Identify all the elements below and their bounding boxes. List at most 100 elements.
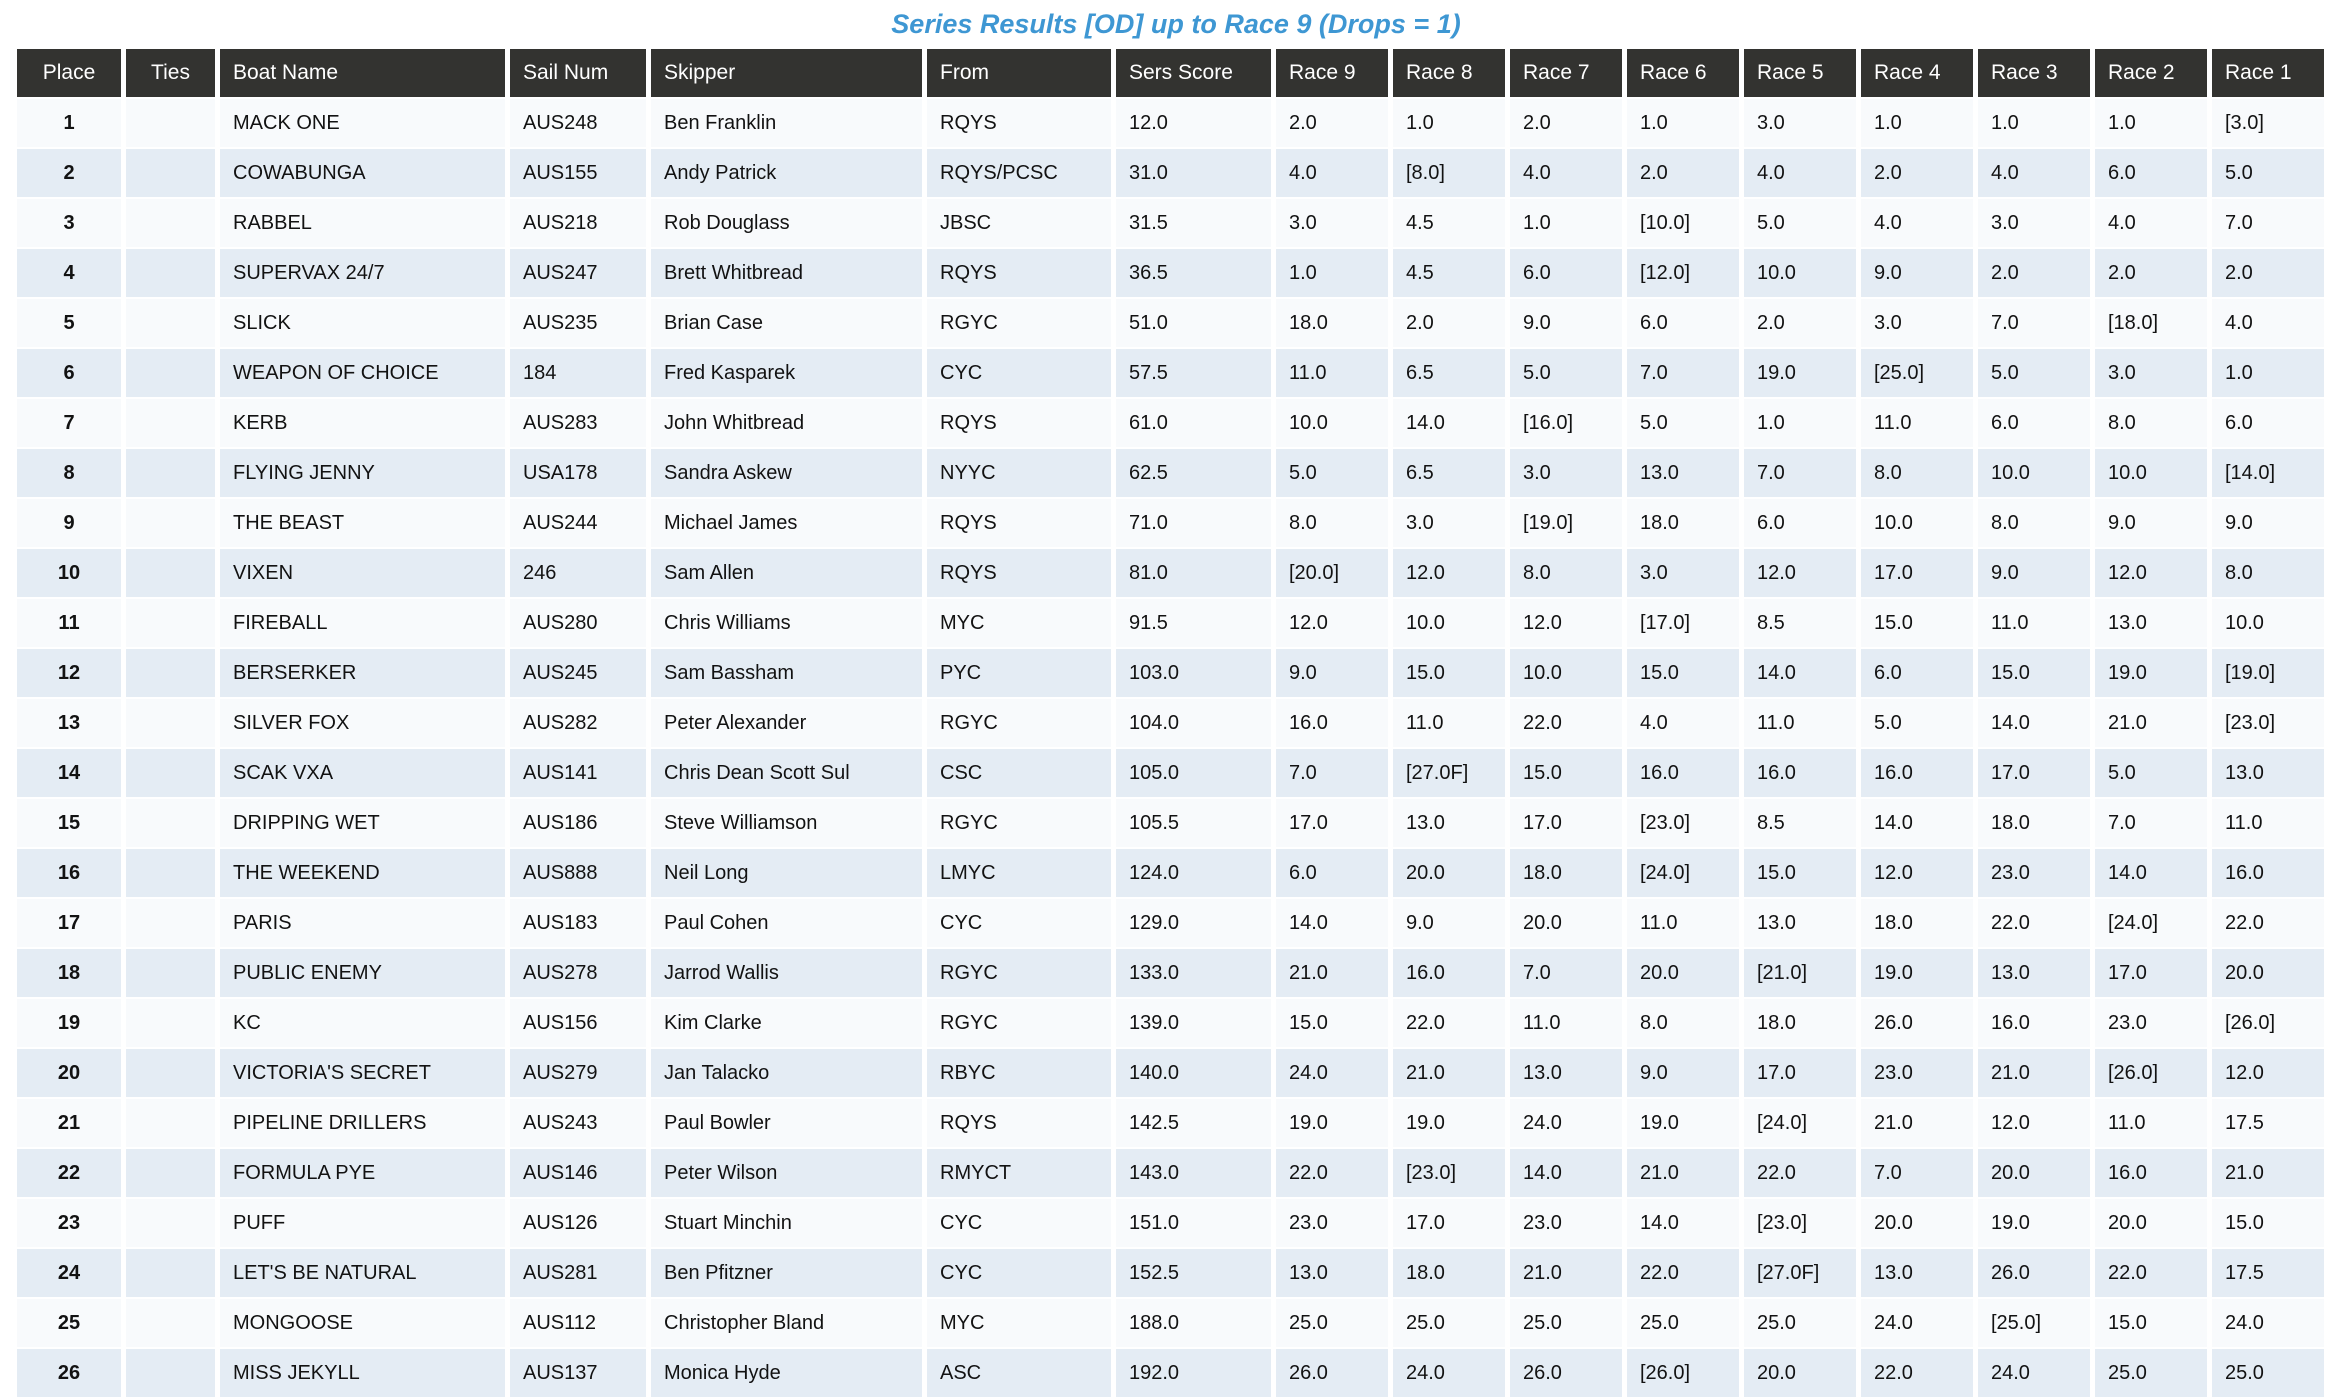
cell-race-7: 11.0 — [1510, 999, 1622, 1047]
cell-boat-name: FORMULA PYE — [220, 1149, 505, 1197]
cell-place: 26 — [17, 1349, 121, 1397]
cell-race-2: 8.0 — [2095, 399, 2207, 447]
cell-sers-score: 188.0 — [1116, 1299, 1271, 1347]
cell-boat-name: MACK ONE — [220, 99, 505, 147]
cell-race-8: 10.0 — [1393, 599, 1505, 647]
cell-race-4: 5.0 — [1861, 699, 1973, 747]
cell-skipper: Michael James — [651, 499, 922, 547]
cell-race-7: 13.0 — [1510, 1049, 1622, 1097]
cell-race-2: 3.0 — [2095, 349, 2207, 397]
cell-race-4: 20.0 — [1861, 1199, 1973, 1247]
cell-sers-score: 12.0 — [1116, 99, 1271, 147]
cell-from: MYC — [927, 599, 1111, 647]
cell-sail-num: AUS186 — [510, 799, 646, 847]
cell-sail-num: AUS279 — [510, 1049, 646, 1097]
cell-ties — [126, 1299, 215, 1347]
cell-race-7: 8.0 — [1510, 549, 1622, 597]
table-row: 8 FLYING JENNY USA178 Sandra Askew NYYC 62.5 5… — [17, 449, 2324, 497]
cell-ties — [126, 899, 215, 947]
cell-race-7: 4.0 — [1510, 149, 1622, 197]
table-row: 15 DRIPPING WET AUS186 Steve Williamson RGYC… — [17, 799, 2324, 847]
cell-race-8: [23.0] — [1393, 1149, 1505, 1197]
cell-skipper: Kim Clarke — [651, 999, 922, 1047]
cell-sers-score: 51.0 — [1116, 299, 1271, 347]
cell-race-5: 5.0 — [1744, 199, 1856, 247]
cell-race-5: 6.0 — [1744, 499, 1856, 547]
cell-skipper: Stuart Minchin — [651, 1199, 922, 1247]
table-row: 17 PARIS AUS183 Paul Cohen CYC 129.0 14.0 9.0 20… — [17, 899, 2324, 947]
cell-skipper: Chris Williams — [651, 599, 922, 647]
cell-race-2: 14.0 — [2095, 849, 2207, 897]
cell-race-5: 2.0 — [1744, 299, 1856, 347]
cell-from: CYC — [927, 1249, 1111, 1297]
column-header-race-5: Race 5 — [1744, 49, 1856, 97]
cell-race-2: 4.0 — [2095, 199, 2207, 247]
cell-sers-score: 31.0 — [1116, 149, 1271, 197]
cell-race-4: 18.0 — [1861, 899, 1973, 947]
cell-race-6: 22.0 — [1627, 1249, 1739, 1297]
cell-skipper: Jan Talacko — [651, 1049, 922, 1097]
cell-sers-score: 142.5 — [1116, 1099, 1271, 1147]
cell-race-2: 23.0 — [2095, 999, 2207, 1047]
cell-sers-score: 62.5 — [1116, 449, 1271, 497]
cell-race-6: [26.0] — [1627, 1349, 1739, 1397]
cell-race-5: [24.0] — [1744, 1099, 1856, 1147]
cell-race-3: 24.0 — [1978, 1349, 2090, 1397]
cell-ties — [126, 949, 215, 997]
table-row: 21 PIPELINE DRILLERS AUS243 Paul Bowler RQYS… — [17, 1099, 2324, 1147]
cell-race-4: 12.0 — [1861, 849, 1973, 897]
cell-skipper: Steve Williamson — [651, 799, 922, 847]
cell-race-6: 6.0 — [1627, 299, 1739, 347]
cell-boat-name: RABBEL — [220, 199, 505, 247]
cell-sers-score: 192.0 — [1116, 1349, 1271, 1397]
cell-race-3: 11.0 — [1978, 599, 2090, 647]
cell-race-8: 1.0 — [1393, 99, 1505, 147]
column-header-boat-name: Boat Name — [220, 49, 505, 97]
cell-ties — [126, 799, 215, 847]
cell-race-6: 14.0 — [1627, 1199, 1739, 1247]
cell-boat-name: KERB — [220, 399, 505, 447]
cell-race-4: 19.0 — [1861, 949, 1973, 997]
cell-place: 24 — [17, 1249, 121, 1297]
cell-skipper: Jarrod Wallis — [651, 949, 922, 997]
cell-race-9: 17.0 — [1276, 799, 1388, 847]
cell-ties — [126, 699, 215, 747]
cell-boat-name: FIREBALL — [220, 599, 505, 647]
cell-race-7: 5.0 — [1510, 349, 1622, 397]
column-header-race-1: Race 1 — [2212, 49, 2324, 97]
cell-boat-name: VICTORIA'S SECRET — [220, 1049, 505, 1097]
cell-race-9: 12.0 — [1276, 599, 1388, 647]
column-header-place: Place — [17, 49, 121, 97]
cell-race-8: 2.0 — [1393, 299, 1505, 347]
cell-place: 14 — [17, 749, 121, 797]
table-row: 11 FIREBALL AUS280 Chris Williams MYC 91.5 12.… — [17, 599, 2324, 647]
cell-ties — [126, 849, 215, 897]
cell-race-5: 14.0 — [1744, 649, 1856, 697]
cell-sail-num: AUS183 — [510, 899, 646, 947]
cell-place: 16 — [17, 849, 121, 897]
cell-race-3: 13.0 — [1978, 949, 2090, 997]
cell-sers-score: 31.5 — [1116, 199, 1271, 247]
cell-race-3: 12.0 — [1978, 1099, 2090, 1147]
cell-sail-num: 246 — [510, 549, 646, 597]
cell-sers-score: 103.0 — [1116, 649, 1271, 697]
cell-place: 2 — [17, 149, 121, 197]
table-row: 6 WEAPON OF CHOICE 184 Fred Kasparek CYC 57.5… — [17, 349, 2324, 397]
cell-race-3: 8.0 — [1978, 499, 2090, 547]
column-header-race-2: Race 2 — [2095, 49, 2207, 97]
cell-skipper: Rob Douglass — [651, 199, 922, 247]
cell-race-7: 26.0 — [1510, 1349, 1622, 1397]
cell-sail-num: AUS243 — [510, 1099, 646, 1147]
cell-race-7: 25.0 — [1510, 1299, 1622, 1347]
column-header-sers-score: Sers Score — [1116, 49, 1271, 97]
cell-place: 9 — [17, 499, 121, 547]
cell-skipper: Sandra Askew — [651, 449, 922, 497]
cell-boat-name: DRIPPING WET — [220, 799, 505, 847]
cell-skipper: Sam Allen — [651, 549, 922, 597]
cell-boat-name: VIXEN — [220, 549, 505, 597]
header-row: Place Ties Boat Name Sail Num Skipper From Ser… — [17, 49, 2324, 97]
cell-race-7: 7.0 — [1510, 949, 1622, 997]
cell-skipper: Ben Pfitzner — [651, 1249, 922, 1297]
cell-sail-num: AUS247 — [510, 249, 646, 297]
cell-race-3: 2.0 — [1978, 249, 2090, 297]
